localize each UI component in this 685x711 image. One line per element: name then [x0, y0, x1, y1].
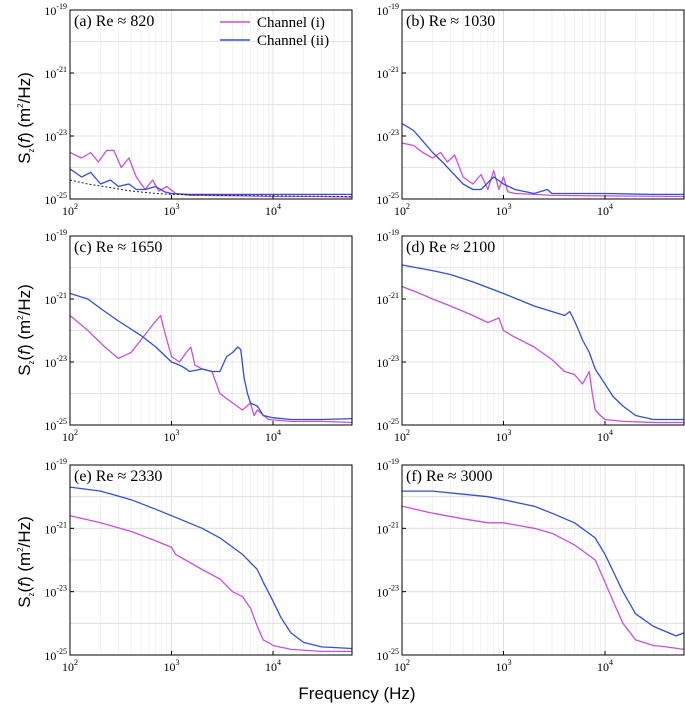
grid: [402, 465, 684, 655]
y-tick-label: 10-19: [376, 228, 399, 244]
series-group: [70, 149, 352, 198]
y-tick-label: 10-19: [44, 2, 67, 18]
grid: [402, 236, 684, 425]
series-line-channel-i: [402, 285, 684, 424]
plot-frame: [69, 235, 353, 426]
x-tick-label: 103: [164, 428, 180, 444]
x-axis-title: Frequency (Hz): [298, 684, 415, 703]
x-tick-label: 104: [597, 202, 613, 218]
panel-e: 102 103 104 10-25 10-23 10-21 10-19 (e) Re ≈ 23…: [44, 457, 353, 674]
panel-b: 102 103 104 10-25 10-23 10-21 10-19 (b) Re ≈ 10…: [376, 2, 685, 218]
y-tick-label: 10-19: [44, 457, 67, 473]
panel-f: 102 103 104 10-25 10-23 10-21 10-19 (f) Re ≈ 30…: [376, 457, 685, 674]
y-axis-title-row-1: Sz(f) (m2/Hz): [15, 72, 36, 164]
y-tick-label: 10-25: [376, 417, 399, 433]
series-line-channel-ii: [70, 168, 352, 196]
x-tick-label: 102: [394, 658, 410, 674]
grid: [70, 236, 352, 425]
x-tick-label: 104: [597, 428, 613, 444]
x-tick-label: 104: [265, 428, 281, 444]
series-line-channel-i: [402, 505, 684, 651]
y-tick-label: 10-21: [376, 65, 399, 81]
plot-frame: [401, 464, 685, 656]
y-tick-label: 10-25: [44, 647, 67, 663]
y-tick-label: 10-21: [44, 291, 67, 307]
grid: [402, 10, 684, 199]
x-tick-label: 103: [164, 202, 180, 218]
y-tick-label: 10-19: [44, 228, 67, 244]
x-tick-label: 103: [496, 428, 512, 444]
y-tick-label: 10-23: [376, 584, 399, 600]
svg-text:Sz(f) (m2/Hz): Sz(f) (m2/Hz): [15, 72, 36, 164]
plot-frame: [401, 235, 685, 426]
y-tick-label: 10-25: [376, 647, 399, 663]
series-line-channel-ii: [70, 292, 352, 421]
y-axis-title-row-3: Sz(f) (m2/Hz): [15, 516, 36, 608]
y-tick-label: 10-21: [44, 520, 67, 536]
panel-title: (c) Re ≈ 1650: [74, 239, 162, 256]
grid: [70, 465, 352, 655]
x-tick-label: 103: [496, 658, 512, 674]
y-tick-label: 10-19: [376, 457, 399, 473]
x-tick-label: 103: [496, 202, 512, 218]
x-tick-label: 102: [394, 428, 410, 444]
x-tick-label: 104: [597, 658, 613, 674]
panel-title: (e) Re ≈ 2330: [74, 468, 162, 485]
panel-title: (d) Re ≈ 2100: [406, 239, 495, 256]
series-group: [402, 490, 684, 651]
panel-title: (b) Re ≈ 1030: [406, 13, 495, 30]
y-tick-label: 10-23: [376, 354, 399, 370]
y-tick-label: 10-21: [376, 291, 399, 307]
x-tick-label: 103: [164, 658, 180, 674]
series-group: [70, 292, 352, 424]
series-line-channel-ii: [402, 264, 684, 421]
y-tick-label: 10-21: [44, 65, 67, 81]
series-line-channel-i: [402, 142, 684, 198]
plot-frame: [69, 464, 353, 656]
series-line-channel-i: [70, 515, 352, 653]
x-tick-label: 102: [394, 202, 410, 218]
y-tick-label: 10-23: [44, 128, 67, 144]
series-line-channel-ii: [70, 486, 352, 650]
svg-text:Sz(f) (m2/Hz): Sz(f) (m2/Hz): [15, 516, 36, 608]
x-tick-label: 102: [62, 202, 78, 218]
legend: Channel (i) Channel (ii): [220, 15, 329, 49]
x-tick-label: 104: [265, 202, 281, 218]
y-axis-title-row-2: Sz(f) (m2/Hz): [15, 284, 36, 376]
series-line-channel-ii: [402, 122, 684, 196]
y-tick-label: 10-23: [44, 354, 67, 370]
y-tick-label: 10-21: [376, 520, 399, 536]
plot-frame: [401, 9, 685, 200]
panel-c: 102 103 104 10-25 10-23 10-21 10-19 (c) Re ≈ 16…: [44, 228, 353, 444]
series-group: [402, 264, 684, 424]
series-line-channel-ii: [402, 490, 684, 637]
panel-d: 102 103 104 10-25 10-23 10-21 10-19 (d) Re ≈ 21…: [376, 228, 685, 444]
series-line-channel-i: [70, 149, 352, 198]
legend-label: Channel (ii): [257, 33, 329, 49]
y-tick-label: 10-25: [44, 417, 67, 433]
series-line-noise-floor: [70, 179, 352, 197]
plot-frame: [69, 9, 353, 200]
y-tick-label: 10-25: [376, 191, 399, 207]
x-tick-label: 104: [265, 658, 281, 674]
y-tick-label: 10-23: [376, 128, 399, 144]
panel-title: (a) Re ≈ 820: [74, 13, 154, 30]
panel-a: 102 103 104 10-25 10-23 10-21 10-19 (a) Re ≈ 82…: [44, 2, 353, 218]
grid: [70, 10, 352, 199]
svg-text:Sz(f) (m2/Hz): Sz(f) (m2/Hz): [15, 284, 36, 376]
y-tick-label: 10-25: [44, 191, 67, 207]
series-group: [70, 486, 352, 653]
series-group: [402, 122, 684, 198]
legend-label: Channel (i): [257, 15, 325, 31]
x-tick-label: 102: [62, 658, 78, 674]
series-line-channel-i: [70, 314, 352, 424]
y-tick-label: 10-23: [44, 584, 67, 600]
y-tick-label: 10-19: [376, 2, 399, 18]
panel-title: (f) Re ≈ 3000: [406, 468, 493, 485]
x-tick-label: 102: [62, 428, 78, 444]
